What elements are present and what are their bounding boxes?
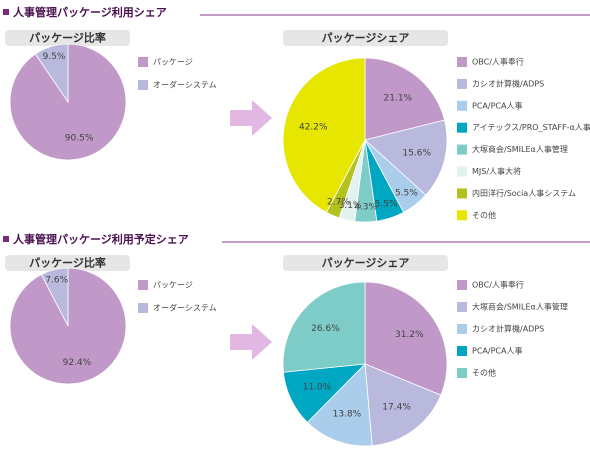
pie-slice — [306, 363, 373, 447]
data-label: 92.4% — [63, 358, 92, 368]
chart-title: パッケージシェア — [322, 32, 410, 45]
data-label: 31.2% — [395, 330, 424, 340]
legend-swatch — [457, 280, 467, 290]
legend-label: パッケージ — [153, 281, 193, 290]
data-label: 11.0% — [303, 382, 332, 392]
legend-label: パッケージ — [153, 58, 193, 67]
data-label: 7.6% — [45, 275, 68, 285]
legend-label: OBC/人事奉行 — [472, 57, 524, 67]
legend-swatch — [457, 166, 467, 177]
data-label: 5.5% — [375, 199, 398, 209]
legend-swatch — [457, 368, 467, 378]
section-heading: 人事管理パッケージ利用予定シェア — [13, 232, 189, 246]
legend-label: 大塚商会/SMILEα人事管理 — [472, 144, 568, 154]
data-label: 2.7% — [327, 197, 350, 207]
data-label: 3.1% — [339, 201, 362, 211]
legend-swatch — [457, 122, 467, 133]
heading-marker — [3, 9, 9, 15]
section-heading: 人事管理パッケージ利用シェア — [13, 5, 167, 19]
pie-slice — [364, 281, 448, 396]
legend-swatch — [457, 210, 467, 221]
data-label: 21.1% — [384, 93, 413, 103]
legend-label: PCA/PCA人事 — [472, 346, 522, 356]
data-label: 17.4% — [382, 402, 411, 412]
pie-slice — [364, 119, 448, 196]
data-label: 4.3% — [354, 203, 377, 213]
pie-slice — [282, 57, 366, 213]
pie-slice — [40, 267, 69, 327]
legend-swatch — [457, 100, 467, 111]
data-label: 15.6% — [402, 148, 431, 158]
legend-label: その他 — [472, 210, 496, 220]
data-label: 9.5% — [43, 52, 66, 62]
chart-title: パッケージ比率 — [29, 31, 106, 45]
chart-header — [283, 30, 448, 46]
legend-swatch — [138, 303, 148, 313]
legend-label: オーダーシステム — [153, 80, 217, 90]
chart-title: パッケージシェア — [322, 257, 410, 270]
arrow — [230, 324, 272, 360]
pie-slice — [282, 281, 366, 373]
chart-header — [5, 255, 130, 271]
legend-swatch — [457, 144, 467, 155]
legend-swatch — [457, 188, 467, 199]
legend-swatch — [457, 78, 467, 89]
data-label: 5.5% — [395, 189, 418, 199]
legend-label: カシオ計算機/ADPS — [472, 324, 544, 334]
legend-swatch — [138, 57, 148, 67]
legend-swatch — [457, 346, 467, 356]
legend-swatch — [138, 80, 148, 90]
chart-header — [283, 255, 448, 271]
pie-slice — [34, 43, 69, 104]
arrow — [230, 100, 272, 136]
heading-marker — [3, 236, 9, 242]
legend-label: 大塚商会/SMILEα人事管理 — [472, 302, 568, 312]
data-label: 90.5% — [65, 134, 94, 144]
legend-swatch — [457, 324, 467, 334]
legend-label: その他 — [472, 368, 496, 378]
legend-label: カシオ計算機/ADPS — [472, 78, 544, 88]
data-label: 26.6% — [311, 324, 340, 334]
legend-label: 内田洋行/Socia人事システム — [472, 188, 576, 198]
data-label: 42.2% — [299, 123, 328, 133]
pie-slice — [364, 57, 446, 141]
legend-label: PCA/PCA人事 — [472, 100, 522, 110]
chart-title: パッケージ比率 — [29, 256, 106, 270]
legend-swatch — [457, 57, 467, 67]
data-label: 13.8% — [333, 410, 362, 420]
legend-label: MJS/人事大将 — [472, 166, 521, 176]
legend-label: アイテックス/PRO_STAFF-α人事 — [472, 122, 590, 132]
legend-swatch — [457, 302, 467, 312]
legend-swatch — [138, 280, 148, 290]
chart-header — [5, 30, 130, 46]
legend-label: オーダーシステム — [153, 303, 217, 313]
legend-label: OBC/人事奉行 — [472, 280, 524, 290]
pie-slice — [364, 363, 442, 447]
